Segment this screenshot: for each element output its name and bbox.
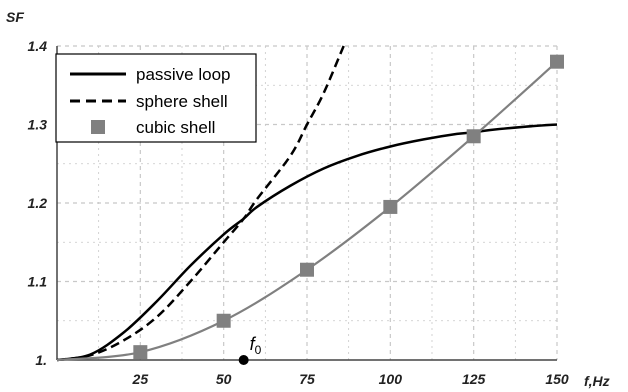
y-tick-label: 1.4 (28, 38, 48, 54)
data-point-cubic-shell (466, 129, 481, 144)
y-tick-label: 1.1 (28, 274, 48, 290)
x-tick-label: 150 (545, 371, 569, 387)
x-axis-label: f,Hz (584, 373, 610, 389)
series-line-sphere-shell (56, 45, 345, 362)
y-tick-label: 1. (35, 352, 47, 368)
legend: passive loop sphere shell cubic shell (55, 53, 257, 143)
y-axis-label: SF (6, 9, 24, 25)
data-point-cubic-shell (383, 199, 398, 214)
legend-label-cubic-shell: cubic shell (136, 118, 215, 137)
legend-swatch-cubic-shell (91, 120, 105, 134)
y-tick-label: 1.2 (28, 195, 48, 211)
data-point-cubic-shell (133, 345, 148, 360)
data-point-cubic-shell (300, 262, 314, 277)
x-tick-label: 100 (379, 371, 403, 387)
legend-label-sphere-shell: sphere shell (136, 92, 228, 111)
f0-marker-label: f0 (250, 334, 262, 357)
legend-box (55, 53, 257, 143)
f0-marker-dot (238, 355, 249, 365)
series-layer (56, 45, 564, 362)
x-tick-label: 50 (216, 371, 232, 387)
data-point-cubic-shell (216, 313, 231, 328)
data-point-cubic-shell (550, 54, 564, 69)
x-tick-label: 75 (299, 371, 315, 387)
y-tick-label: 1.3 (28, 117, 48, 133)
legend-label-passive-loop: passive loop (136, 65, 231, 84)
x-tick-label: 25 (132, 371, 149, 387)
tick-labels: 25 50 75 100 125 150 1. 1.1 1.2 1.3 1.4 (28, 38, 569, 387)
x-tick-label: 125 (462, 371, 486, 387)
